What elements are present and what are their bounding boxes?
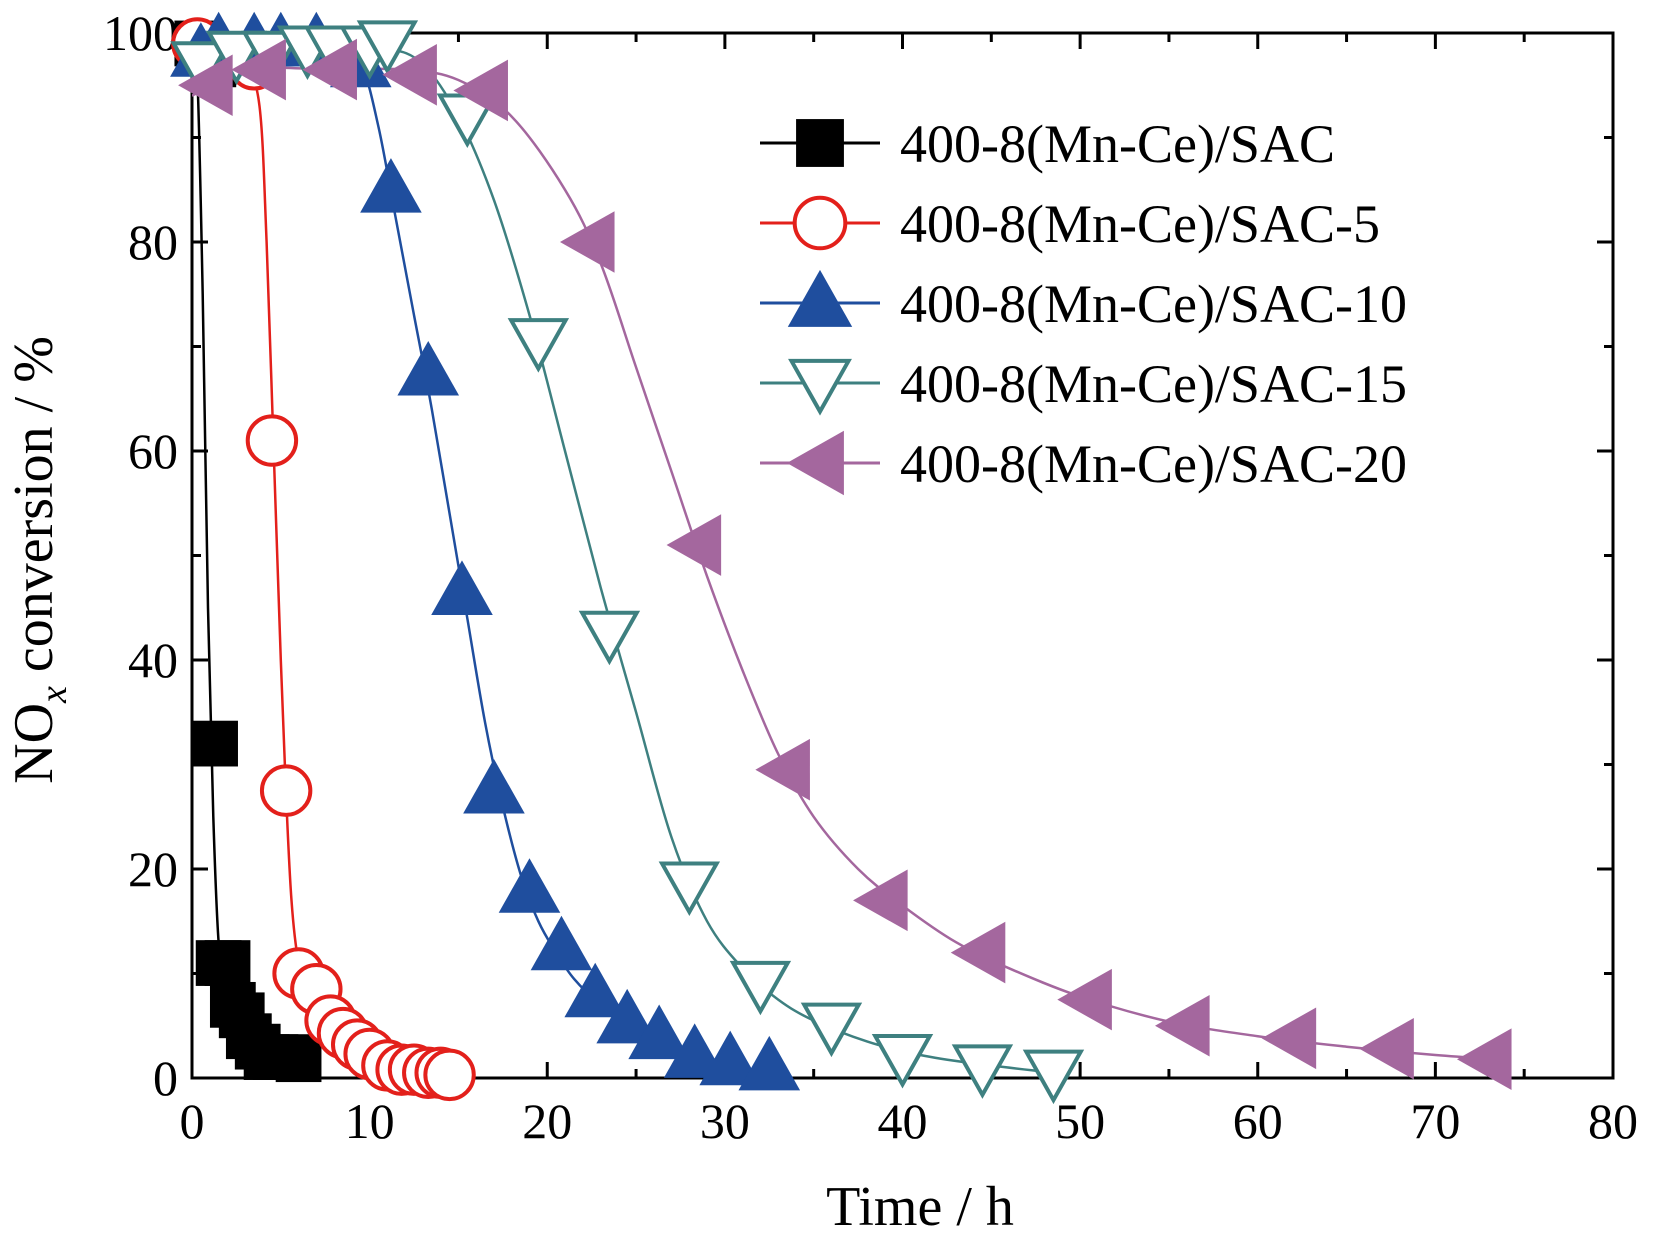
data-point-sac-20 [1155, 994, 1210, 1057]
y-tick-label: 20 [128, 841, 178, 897]
data-point-sac-15 [871, 1033, 934, 1089]
data-point-sac-20 [302, 38, 357, 101]
legend-marker-sac [796, 119, 844, 167]
data-point-sac-15 [729, 960, 792, 1016]
data-point-sac-20 [382, 44, 437, 106]
series-line-sac-5 [192, 33, 450, 1077]
y-axis-title-main: NO [3, 703, 65, 784]
data-point-sac-20 [559, 211, 615, 273]
legend-label-sac: 400-8(Mn-Ce)/SAC [900, 114, 1335, 174]
x-tick-label: 40 [878, 1093, 928, 1149]
data-point-sac-5 [259, 764, 313, 817]
x-axis-title: Time / h [826, 1176, 1014, 1238]
y-axis-title-rest: conversion / % [3, 336, 65, 686]
legend-label-sac-10: 400-8(Mn-Ce)/SAC-10 [900, 274, 1407, 334]
data-point-sac-20 [1261, 1007, 1317, 1070]
data-point-sac-20 [453, 59, 508, 122]
data-point-sac [275, 1036, 322, 1083]
legend-label-sac-15: 400-8(Mn-Ce)/SAC-15 [900, 354, 1407, 414]
data-point-sac-20 [666, 514, 722, 576]
data-point-sac-20 [1359, 1017, 1414, 1080]
data-point-sac-5 [423, 1048, 476, 1102]
data-point-sac-10 [738, 1035, 801, 1091]
legend-marker-sac-20 [786, 430, 844, 496]
legend: 400-8(Mn-Ce)/SAC 400-8(Mn-Ce)/SAC-5 400-8(… [760, 114, 1407, 496]
series-line-sac [192, 33, 299, 1078]
data-point-sac-15 [507, 318, 570, 373]
legend-marker-sac-10 [787, 269, 853, 327]
legend-marker-sac-5 [792, 195, 848, 251]
x-tick-label: 60 [1233, 1093, 1283, 1149]
legend-label-sac-5: 400-8(Mn-Ce)/SAC-5 [900, 194, 1380, 254]
x-tick-label: 0 [180, 1093, 205, 1149]
data-point-sac [192, 720, 238, 767]
data-point-sac-20 [1456, 1028, 1512, 1090]
legend-label-sac-20: 400-8(Mn-Ce)/SAC-20 [900, 434, 1407, 494]
data-markers [170, 11, 1512, 1105]
axis-labels: Time / h NOx conversion / % [3, 336, 1014, 1238]
legend-marker-sac-15 [788, 358, 852, 416]
x-tick-label: 50 [1055, 1093, 1105, 1149]
data-point-sac-15 [1022, 1049, 1085, 1105]
data-point-sac-15 [356, 20, 419, 75]
data-point-sac-15 [951, 1044, 1014, 1099]
x-tick-label: 20 [522, 1093, 572, 1149]
data-point-sac-20 [950, 921, 1006, 984]
data-point-sac-10 [628, 1004, 690, 1060]
data-point-sac-20 [178, 54, 233, 117]
data-point-sac-10 [663, 1023, 726, 1078]
y-tick-label: 80 [128, 214, 178, 270]
data-point-sac-10 [431, 560, 493, 615]
data-point-sac [204, 940, 251, 986]
data-point-sac-15 [800, 1002, 863, 1058]
data-point-sac-5 [245, 414, 299, 467]
y-tick-label: 40 [128, 632, 178, 688]
y-tick-label: 0 [153, 1050, 178, 1106]
data-point-sac-10 [360, 158, 422, 213]
data-point-sac-20 [853, 869, 908, 932]
x-tick-label: 70 [1410, 1093, 1460, 1149]
data-point-sac-20 [231, 38, 286, 101]
data-point-sac-15 [578, 610, 641, 666]
data-point-sac-10 [596, 988, 658, 1044]
y-tick-label: 60 [128, 423, 178, 479]
data-point-sac-20 [1057, 968, 1112, 1031]
y-axis-title-subscript: x [33, 686, 75, 704]
x-tick-label: 80 [1588, 1093, 1638, 1149]
data-point-sac-15 [658, 861, 721, 917]
data-point-sac-10 [699, 1030, 762, 1086]
data-point-sac-10 [498, 858, 561, 913]
data-point-sac-10 [564, 962, 627, 1018]
data-point-sac-10 [463, 758, 525, 814]
y-axis-title: NOx conversion / % [3, 336, 75, 784]
data-point-sac-20 [755, 738, 810, 801]
data-point-sac-10 [397, 340, 460, 396]
y-tick-label: 100 [103, 5, 178, 61]
data-point-sac-10 [530, 915, 593, 971]
x-tick-label: 10 [345, 1093, 395, 1149]
x-tick-label: 30 [700, 1093, 750, 1149]
